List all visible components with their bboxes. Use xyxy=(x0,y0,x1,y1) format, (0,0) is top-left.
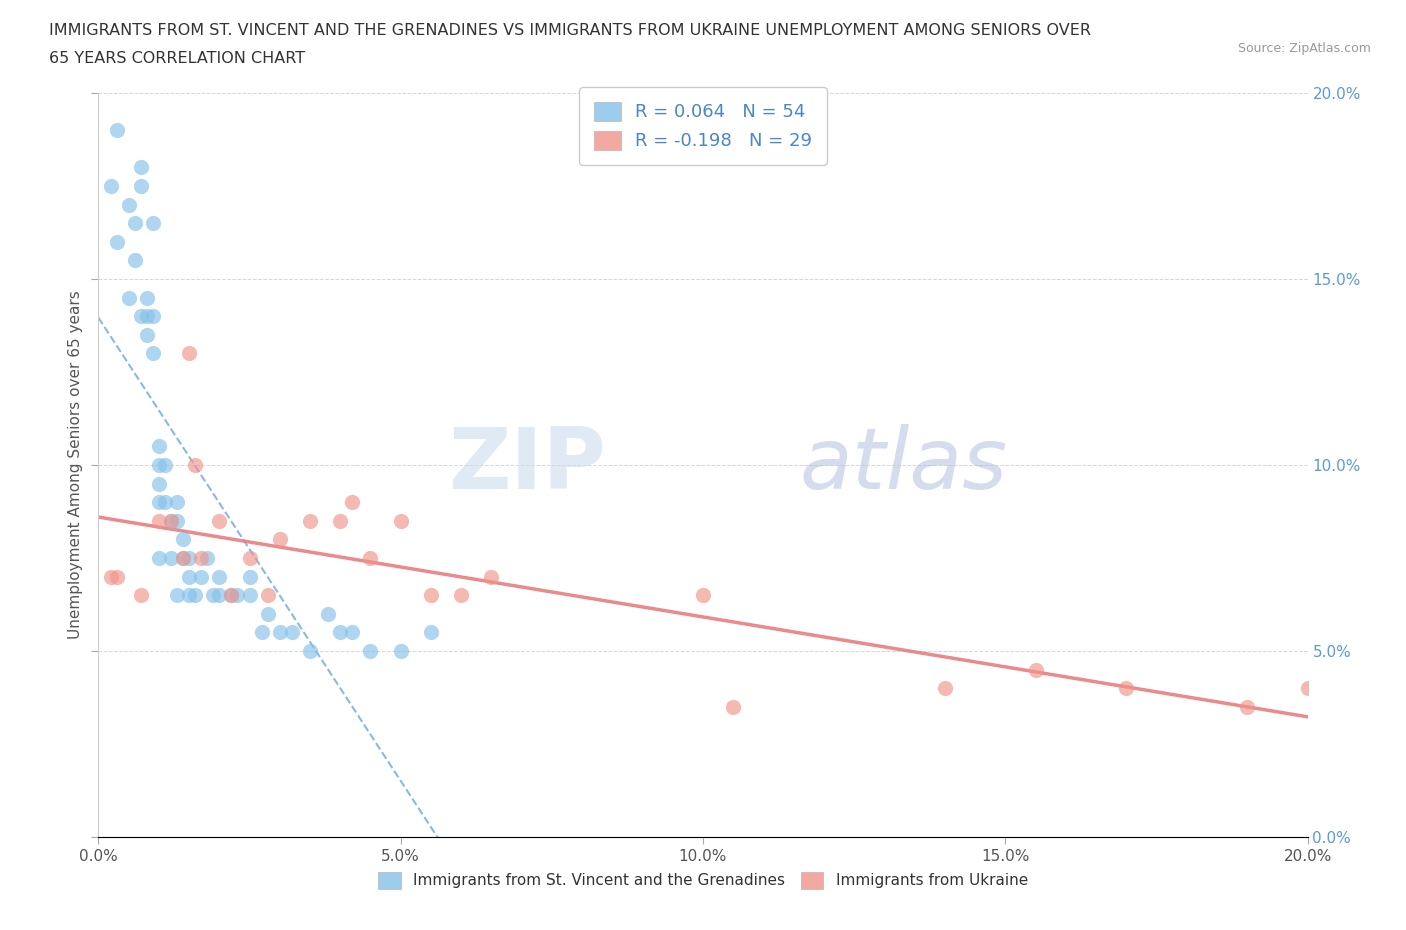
Point xyxy=(100,179,122,193)
Point xyxy=(118,197,141,212)
Point xyxy=(166,495,188,510)
Point xyxy=(450,588,472,603)
Text: ZIP: ZIP xyxy=(449,423,606,507)
Point xyxy=(389,513,412,528)
Point xyxy=(299,513,322,528)
Point xyxy=(723,699,745,714)
Point xyxy=(226,588,249,603)
Point xyxy=(105,123,128,138)
Point xyxy=(129,160,152,175)
Point xyxy=(195,551,218,565)
Point xyxy=(172,551,194,565)
Point xyxy=(179,551,201,565)
Point xyxy=(142,309,165,324)
Point xyxy=(148,495,170,510)
Text: atlas: atlas xyxy=(800,423,1008,507)
Point xyxy=(239,588,262,603)
Point xyxy=(148,551,170,565)
Point xyxy=(208,569,231,584)
Point xyxy=(360,644,382,658)
Point xyxy=(179,569,201,584)
Point xyxy=(105,569,128,584)
Point xyxy=(179,346,201,361)
Point xyxy=(329,625,352,640)
Point xyxy=(142,216,165,231)
Point xyxy=(118,290,141,305)
Point xyxy=(420,588,443,603)
Point xyxy=(166,513,188,528)
Y-axis label: Unemployment Among Seniors over 65 years: Unemployment Among Seniors over 65 years xyxy=(67,291,83,640)
Point xyxy=(329,513,352,528)
Point xyxy=(153,458,176,472)
Point xyxy=(208,588,231,603)
Point xyxy=(129,179,152,193)
Point xyxy=(105,234,128,249)
Point xyxy=(160,513,183,528)
Point xyxy=(221,588,243,603)
Text: Source: ZipAtlas.com: Source: ZipAtlas.com xyxy=(1237,42,1371,55)
Point xyxy=(934,681,956,696)
Point xyxy=(184,588,207,603)
Point xyxy=(342,625,364,640)
Point xyxy=(172,551,194,565)
Point xyxy=(1296,681,1319,696)
Text: 65 YEARS CORRELATION CHART: 65 YEARS CORRELATION CHART xyxy=(49,51,305,66)
Text: IMMIGRANTS FROM ST. VINCENT AND THE GRENADINES VS IMMIGRANTS FROM UKRAINE UNEMPL: IMMIGRANTS FROM ST. VINCENT AND THE GREN… xyxy=(49,23,1091,38)
Point xyxy=(1236,699,1258,714)
Point xyxy=(148,513,170,528)
Point xyxy=(1115,681,1137,696)
Point xyxy=(135,309,157,324)
Point xyxy=(124,216,146,231)
Point xyxy=(135,327,157,342)
Point xyxy=(250,625,273,640)
Point xyxy=(148,458,170,472)
Point xyxy=(299,644,322,658)
Point xyxy=(420,625,443,640)
Point xyxy=(692,588,714,603)
Point xyxy=(160,513,183,528)
Point xyxy=(135,290,157,305)
Point xyxy=(160,551,183,565)
Point xyxy=(190,569,212,584)
Point xyxy=(269,625,291,640)
Point xyxy=(142,346,165,361)
Point xyxy=(129,309,152,324)
Point xyxy=(100,569,122,584)
Point xyxy=(129,588,152,603)
Point xyxy=(179,588,201,603)
Point xyxy=(148,476,170,491)
Point xyxy=(148,439,170,454)
Point xyxy=(281,625,304,640)
Point xyxy=(256,606,278,621)
Point xyxy=(153,495,176,510)
Point xyxy=(342,495,364,510)
Point xyxy=(184,458,207,472)
Point xyxy=(256,588,278,603)
Point xyxy=(172,532,194,547)
Point xyxy=(221,588,243,603)
Point xyxy=(239,569,262,584)
Point xyxy=(202,588,225,603)
Point xyxy=(360,551,382,565)
Point xyxy=(1024,662,1046,677)
Legend: Immigrants from St. Vincent and the Grenadines, Immigrants from Ukraine: Immigrants from St. Vincent and the Gren… xyxy=(370,864,1036,897)
Point xyxy=(481,569,503,584)
Point xyxy=(269,532,291,547)
Point xyxy=(239,551,262,565)
Point xyxy=(166,588,188,603)
Point xyxy=(124,253,146,268)
Point xyxy=(190,551,212,565)
Point xyxy=(316,606,339,621)
Point xyxy=(208,513,231,528)
Point xyxy=(389,644,412,658)
